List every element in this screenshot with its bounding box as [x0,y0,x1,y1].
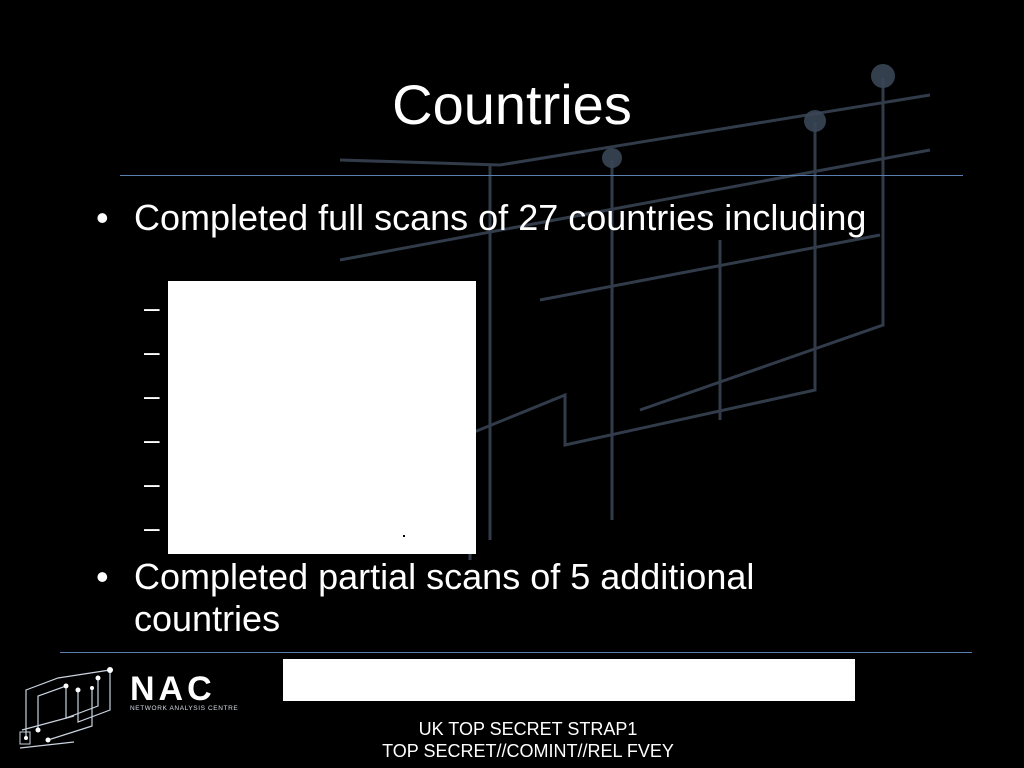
footer-divider [60,652,972,653]
sub-bullet-dash: – [144,468,160,499]
sub-bullet-dash: – [144,424,160,455]
slide-title: Countries [392,73,632,136]
redaction-speck [403,535,405,537]
bullet-dot: • [96,197,109,238]
redaction-box-country-list [168,281,476,554]
bullet-text: Completed full scans of 27 countries inc… [134,197,867,238]
nac-logo: NAC NETWORK ANALYSIS CENTRE [19,667,238,749]
bullet-text: Completed partial scans of 5 additional … [134,556,755,639]
sub-bullet-dash: – [144,512,160,543]
classification-line-2: TOP SECRET//COMINT//REL FVEY [382,741,674,761]
sub-bullet-dash: – [144,292,160,323]
redaction-box-footer [283,659,855,701]
sub-bullet-dash: – [144,336,160,367]
logo-wordmark: NAC [130,670,216,708]
bullet-partial-scans: • Completed partial scans of 5 additiona… [96,556,896,640]
sub-bullet-dash: – [144,380,160,411]
classification-line-1: UK TOP SECRET STRAP1 [418,719,638,739]
title-divider [120,175,963,176]
bullet-full-scans: • Completed full scans of 27 countries i… [96,197,896,239]
bullet-dot: • [96,556,109,597]
logo-subtitle: NETWORK ANALYSIS CENTRE [130,705,238,712]
